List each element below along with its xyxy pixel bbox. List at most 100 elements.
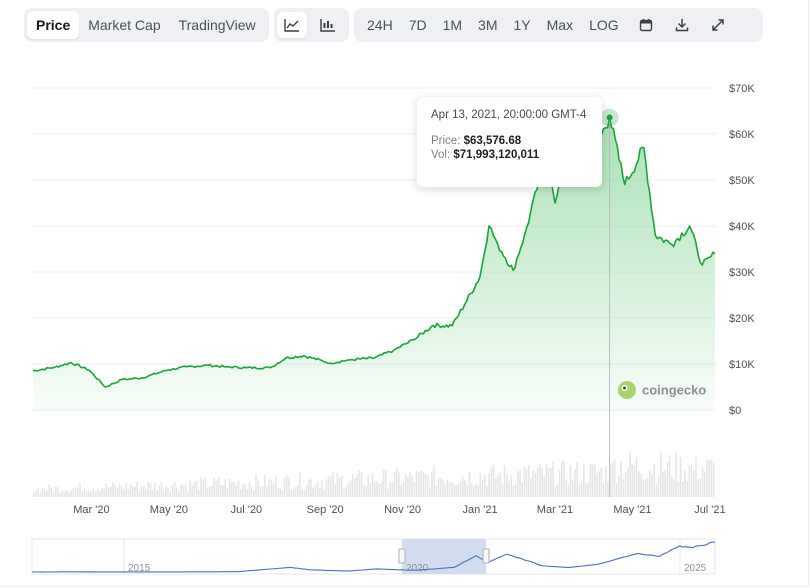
volume-bar bbox=[279, 488, 281, 497]
volume-bar bbox=[79, 483, 81, 497]
log-scale-toggle[interactable]: LOG bbox=[589, 17, 619, 33]
line-chart-button[interactable] bbox=[277, 12, 307, 38]
range-max[interactable]: Max bbox=[546, 17, 574, 33]
volume-bar bbox=[204, 477, 207, 497]
volume-bar bbox=[558, 470, 561, 497]
range-navigator[interactable]: 2015 2020 2025 bbox=[31, 538, 716, 575]
volume-bar bbox=[451, 482, 453, 497]
volume-bar bbox=[325, 479, 328, 497]
volume-bar bbox=[156, 490, 158, 497]
volume-bar bbox=[437, 477, 440, 497]
volume-bar bbox=[624, 472, 627, 497]
volume-bar bbox=[145, 489, 147, 497]
volume-bar bbox=[184, 483, 187, 497]
volume-bar bbox=[345, 487, 347, 497]
volume-bar bbox=[484, 475, 486, 497]
navigator-label-2025: 2025 bbox=[684, 563, 707, 574]
range-24h[interactable]: 24H bbox=[367, 17, 393, 33]
volume-bar bbox=[242, 483, 244, 497]
calendar-button[interactable] bbox=[631, 12, 661, 38]
volume-bar bbox=[136, 481, 138, 497]
volume-bar bbox=[433, 466, 435, 497]
volume-bar bbox=[358, 470, 361, 497]
volume-bar bbox=[365, 485, 367, 497]
tooltip-date: Apr 13, 2021, 20:00:00 GMT-4 bbox=[431, 109, 587, 121]
volume-bar bbox=[228, 478, 231, 497]
volume-bar bbox=[525, 469, 528, 497]
volume-bar bbox=[288, 478, 290, 497]
candlestick-chart-icon bbox=[320, 19, 335, 32]
volume-bar bbox=[567, 485, 570, 497]
volume-bar bbox=[167, 488, 169, 497]
volume-bar bbox=[312, 487, 314, 497]
tooltip-volume-value: $71,993,120,011 bbox=[453, 149, 540, 161]
volume-bar bbox=[74, 487, 77, 497]
volume-bar bbox=[310, 478, 312, 497]
tab-market-cap[interactable]: Market Cap bbox=[88, 17, 161, 33]
volume-bar bbox=[48, 484, 50, 497]
volume-bar bbox=[389, 482, 391, 497]
volume-bar bbox=[396, 468, 398, 497]
volume-bar bbox=[651, 474, 653, 497]
volume-bar bbox=[682, 482, 684, 497]
volume-bar bbox=[547, 468, 550, 497]
volume-bar bbox=[684, 470, 686, 497]
volume-bar bbox=[554, 486, 556, 497]
volume-bar bbox=[224, 478, 226, 497]
volume-bar bbox=[363, 484, 365, 497]
navigator-left-handle[interactable] bbox=[398, 548, 406, 564]
volume-bar bbox=[490, 467, 493, 497]
volume-bar bbox=[347, 483, 350, 497]
volume-bar bbox=[486, 485, 488, 497]
volume-bar bbox=[435, 485, 438, 497]
tab-tradingview[interactable]: TradingView bbox=[178, 17, 256, 33]
tab-price[interactable]: Price bbox=[27, 11, 80, 39]
volume-bar bbox=[314, 485, 317, 497]
volume-bar bbox=[96, 489, 99, 497]
volume-bar bbox=[706, 459, 708, 497]
volume-bar bbox=[308, 479, 310, 497]
volume-bar bbox=[116, 488, 119, 497]
y-tick-label: $50K bbox=[729, 175, 755, 187]
volume-bar bbox=[519, 470, 521, 497]
volume-bar bbox=[488, 473, 490, 497]
volume-bar bbox=[169, 491, 171, 497]
range-7d[interactable]: 7D bbox=[408, 17, 427, 33]
volume-bar bbox=[517, 471, 519, 497]
volume-bar bbox=[349, 479, 352, 497]
volume-bar bbox=[664, 470, 666, 497]
y-tick-label: $30K bbox=[729, 267, 755, 279]
volume-bar bbox=[424, 473, 427, 497]
volume-bar bbox=[239, 489, 242, 497]
volume-bar bbox=[688, 465, 691, 497]
volume-bar bbox=[400, 484, 402, 497]
tooltip-price-row: Price: $63,576.68 bbox=[431, 135, 588, 147]
volume-bar bbox=[662, 472, 664, 497]
volume-bar bbox=[587, 483, 589, 497]
volume-bar bbox=[61, 490, 64, 497]
y-axis-labels: $0 $10K $20K $30K $40K $50K $60K $70K bbox=[729, 83, 755, 417]
volume-bar bbox=[147, 482, 149, 497]
x-tick-label: Sep '20 bbox=[307, 504, 344, 516]
volume-bar bbox=[125, 482, 127, 497]
volume-bar bbox=[605, 465, 607, 497]
download-button[interactable] bbox=[667, 12, 697, 38]
range-3m[interactable]: 3M bbox=[478, 17, 498, 33]
range-1m[interactable]: 1M bbox=[442, 17, 463, 33]
volume-bar bbox=[305, 485, 308, 497]
volume-bar bbox=[576, 461, 578, 497]
volume-bar bbox=[101, 488, 103, 497]
volume-bar bbox=[697, 479, 699, 497]
volume-bar bbox=[530, 478, 532, 497]
fullscreen-button[interactable] bbox=[703, 12, 733, 38]
volume-bar bbox=[68, 492, 70, 497]
range-1y[interactable]: 1Y bbox=[513, 17, 531, 33]
candlestick-chart-button[interactable] bbox=[313, 12, 343, 38]
volume-bar bbox=[149, 483, 152, 497]
volume-bar bbox=[107, 487, 110, 497]
navigator-right-handle[interactable] bbox=[482, 548, 490, 564]
volume-bar bbox=[583, 464, 585, 497]
volume-bar bbox=[39, 492, 42, 497]
volume-bar bbox=[422, 472, 424, 497]
